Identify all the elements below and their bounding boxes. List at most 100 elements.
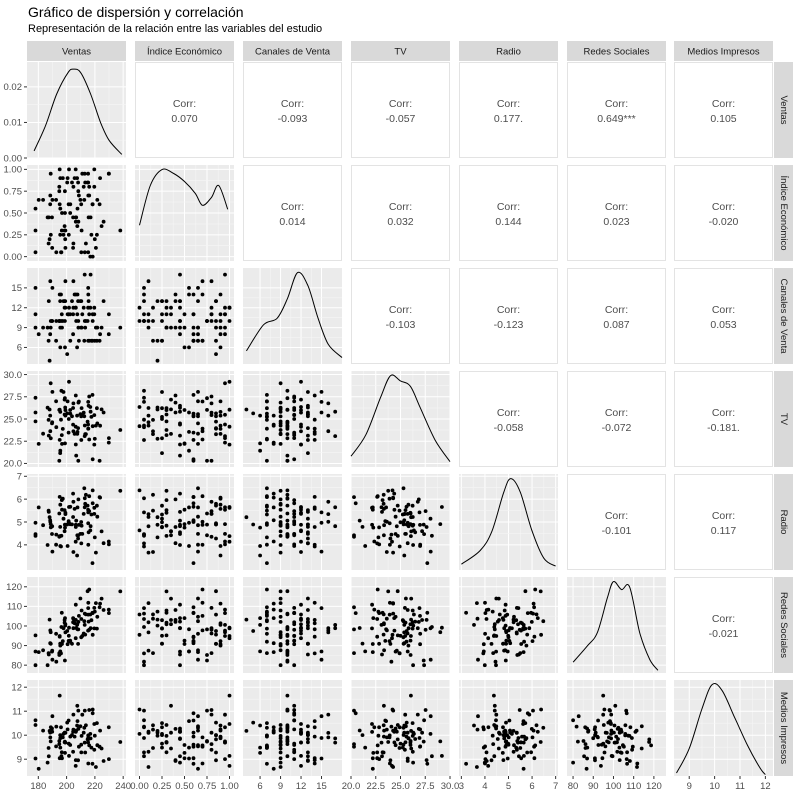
scatter-point [392,740,397,745]
scatter-point [521,650,526,654]
scatter-point [502,608,507,613]
scatter-point [312,426,317,431]
y-tick-label: 120 [6,582,22,593]
scatter-point [271,440,276,445]
corr-label: Corr: [605,510,628,522]
scatter-point [137,319,142,323]
scatter-point [521,766,526,771]
scatter-point [79,734,84,738]
x-tick-label: 9 [278,781,283,792]
scatter-point [57,438,62,442]
scatter-point [410,721,415,725]
scatter-point [50,319,55,323]
scatter-point [73,393,78,398]
scatter-point [258,413,262,418]
scatter-point [387,496,392,501]
scatter-point [223,630,227,635]
scatter-point [191,518,196,523]
scatter-point [292,749,297,754]
scatter-point [418,544,422,548]
scatter-point [223,611,227,615]
scatter-point [422,663,426,668]
scatter-point [86,400,91,404]
scatter-point [605,739,609,744]
scatter-point [377,641,381,646]
scatter-point [258,649,262,654]
scatter-point [409,746,414,751]
scatter-point [90,711,95,716]
scatter-point [50,657,55,662]
strip-right-label-3: TV [778,413,789,426]
scatter-point [164,523,169,528]
scatter-point [63,510,68,515]
scatter-point [635,765,639,769]
y-tick-label: 30.0 [4,370,23,381]
scatter-point [99,596,104,601]
scatter-point [46,754,51,759]
scatter-point [80,312,85,317]
scatter-point [68,211,73,215]
scatter-point [200,429,205,434]
scatter-point [360,733,365,737]
scatter-point [292,399,297,404]
scatter-point [76,400,81,405]
scatter-point [191,501,196,506]
scatter-point [285,639,290,643]
scatter-point [507,718,512,723]
scatter-point [33,663,38,668]
scatter-point [609,732,613,736]
scatter-point [292,611,297,615]
scatter-point [70,299,74,303]
scatter-point [76,758,80,763]
scatter-point [285,742,290,746]
scatter-point [71,616,76,621]
scatter-point [370,602,374,607]
scatter-point [278,406,283,410]
scatter-point [384,505,388,510]
scatter-point [625,761,629,766]
scatter-point [84,492,88,497]
x-tick-label: 15 [316,781,327,792]
scatter-point [418,614,422,618]
scatter-point [363,745,368,750]
scatter-point [394,524,399,529]
scatter-point [200,628,205,633]
scatter-point [391,611,396,616]
scatter-point [80,634,85,638]
scatter-point [48,232,53,237]
scatter-point [363,649,368,654]
scatter-point [63,739,67,744]
scatter-point [50,286,55,290]
corr-value: 0.087 [603,319,629,331]
scatter-point [101,410,106,415]
scatter-point [178,626,182,630]
scatter-point [409,596,414,601]
scatter-point [48,325,53,330]
scatter-point [285,511,290,516]
scatter-point [178,319,182,323]
scatter-point [187,627,191,632]
scatter-point [187,448,191,453]
scatter-point [397,746,402,750]
scatter-point [392,628,397,633]
scatter-point [67,505,71,509]
scatter-point [33,312,38,317]
scatter-point [386,488,391,493]
scatter-point [227,693,232,698]
scatter-point [223,422,227,427]
scatter-point [214,352,218,356]
scatter-point [214,426,218,430]
scatter-point [75,719,80,723]
scatter-point [271,616,276,620]
scatter-point [173,299,178,303]
scatter-point [409,693,413,698]
corr-label: Corr: [605,304,628,316]
scatter-point [182,743,187,747]
scatter-point [169,618,173,622]
scatter-point [489,758,494,763]
scatter-point [299,722,303,726]
scatter-point [292,412,297,417]
corr-panel-bg [351,268,450,364]
x-tick-label: 180 [30,781,46,792]
scatter-point [502,729,506,734]
